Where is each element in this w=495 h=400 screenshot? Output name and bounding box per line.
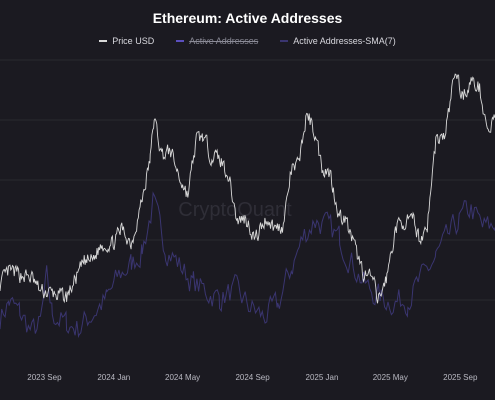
chart-title: Ethereum: Active Addresses	[152, 10, 343, 26]
legend-swatch-sma	[280, 40, 289, 42]
x-axis: 2023 Sep 2024 Jan 2024 May 2024 Sep 2025 Jan…	[27, 373, 478, 382]
x-tick-label-5: 2025 May	[373, 373, 408, 382]
legend-label-sma: Active Addresses-SMA(7)	[293, 36, 396, 46]
legend-item-active-addresses[interactable]: Active Addresses	[176, 36, 258, 46]
series-line-price	[0, 73, 495, 304]
legend-item-price[interactable]: Price USD	[99, 36, 154, 46]
legend-swatch-active-addresses	[176, 40, 185, 42]
x-tick-label-0: 2023 Sep	[27, 373, 62, 382]
legend-label-price: Price USD	[112, 36, 155, 46]
series-layer	[0, 73, 495, 339]
x-tick-label-3: 2024 Sep	[235, 373, 270, 382]
series-line-sma	[0, 191, 495, 339]
x-tick-label-6: 2025 Sep	[443, 373, 478, 382]
legend-item-sma[interactable]: Active Addresses-SMA(7)	[280, 36, 396, 46]
legend-label-active-addresses: Active Addresses	[189, 36, 259, 46]
chart-grid	[0, 59, 495, 301]
x-tick-label-4: 2025 Jan	[306, 373, 339, 382]
chart-legend: Price USD Active Addresses Active Addres…	[0, 36, 495, 46]
x-tick-label-2: 2024 May	[165, 373, 200, 382]
legend-swatch-price	[99, 40, 108, 42]
x-tick-label-1: 2024 Jan	[97, 373, 130, 382]
